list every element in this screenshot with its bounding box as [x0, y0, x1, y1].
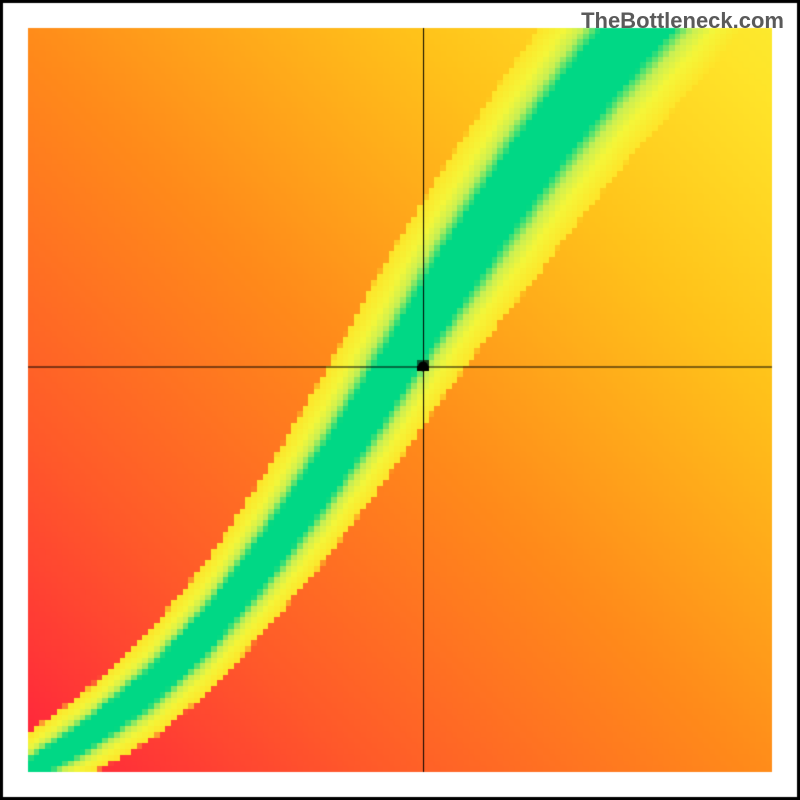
chart-container: TheBottleneck.com — [0, 0, 800, 800]
bottleneck-heatmap — [0, 0, 800, 800]
watermark-text: TheBottleneck.com — [581, 8, 784, 34]
